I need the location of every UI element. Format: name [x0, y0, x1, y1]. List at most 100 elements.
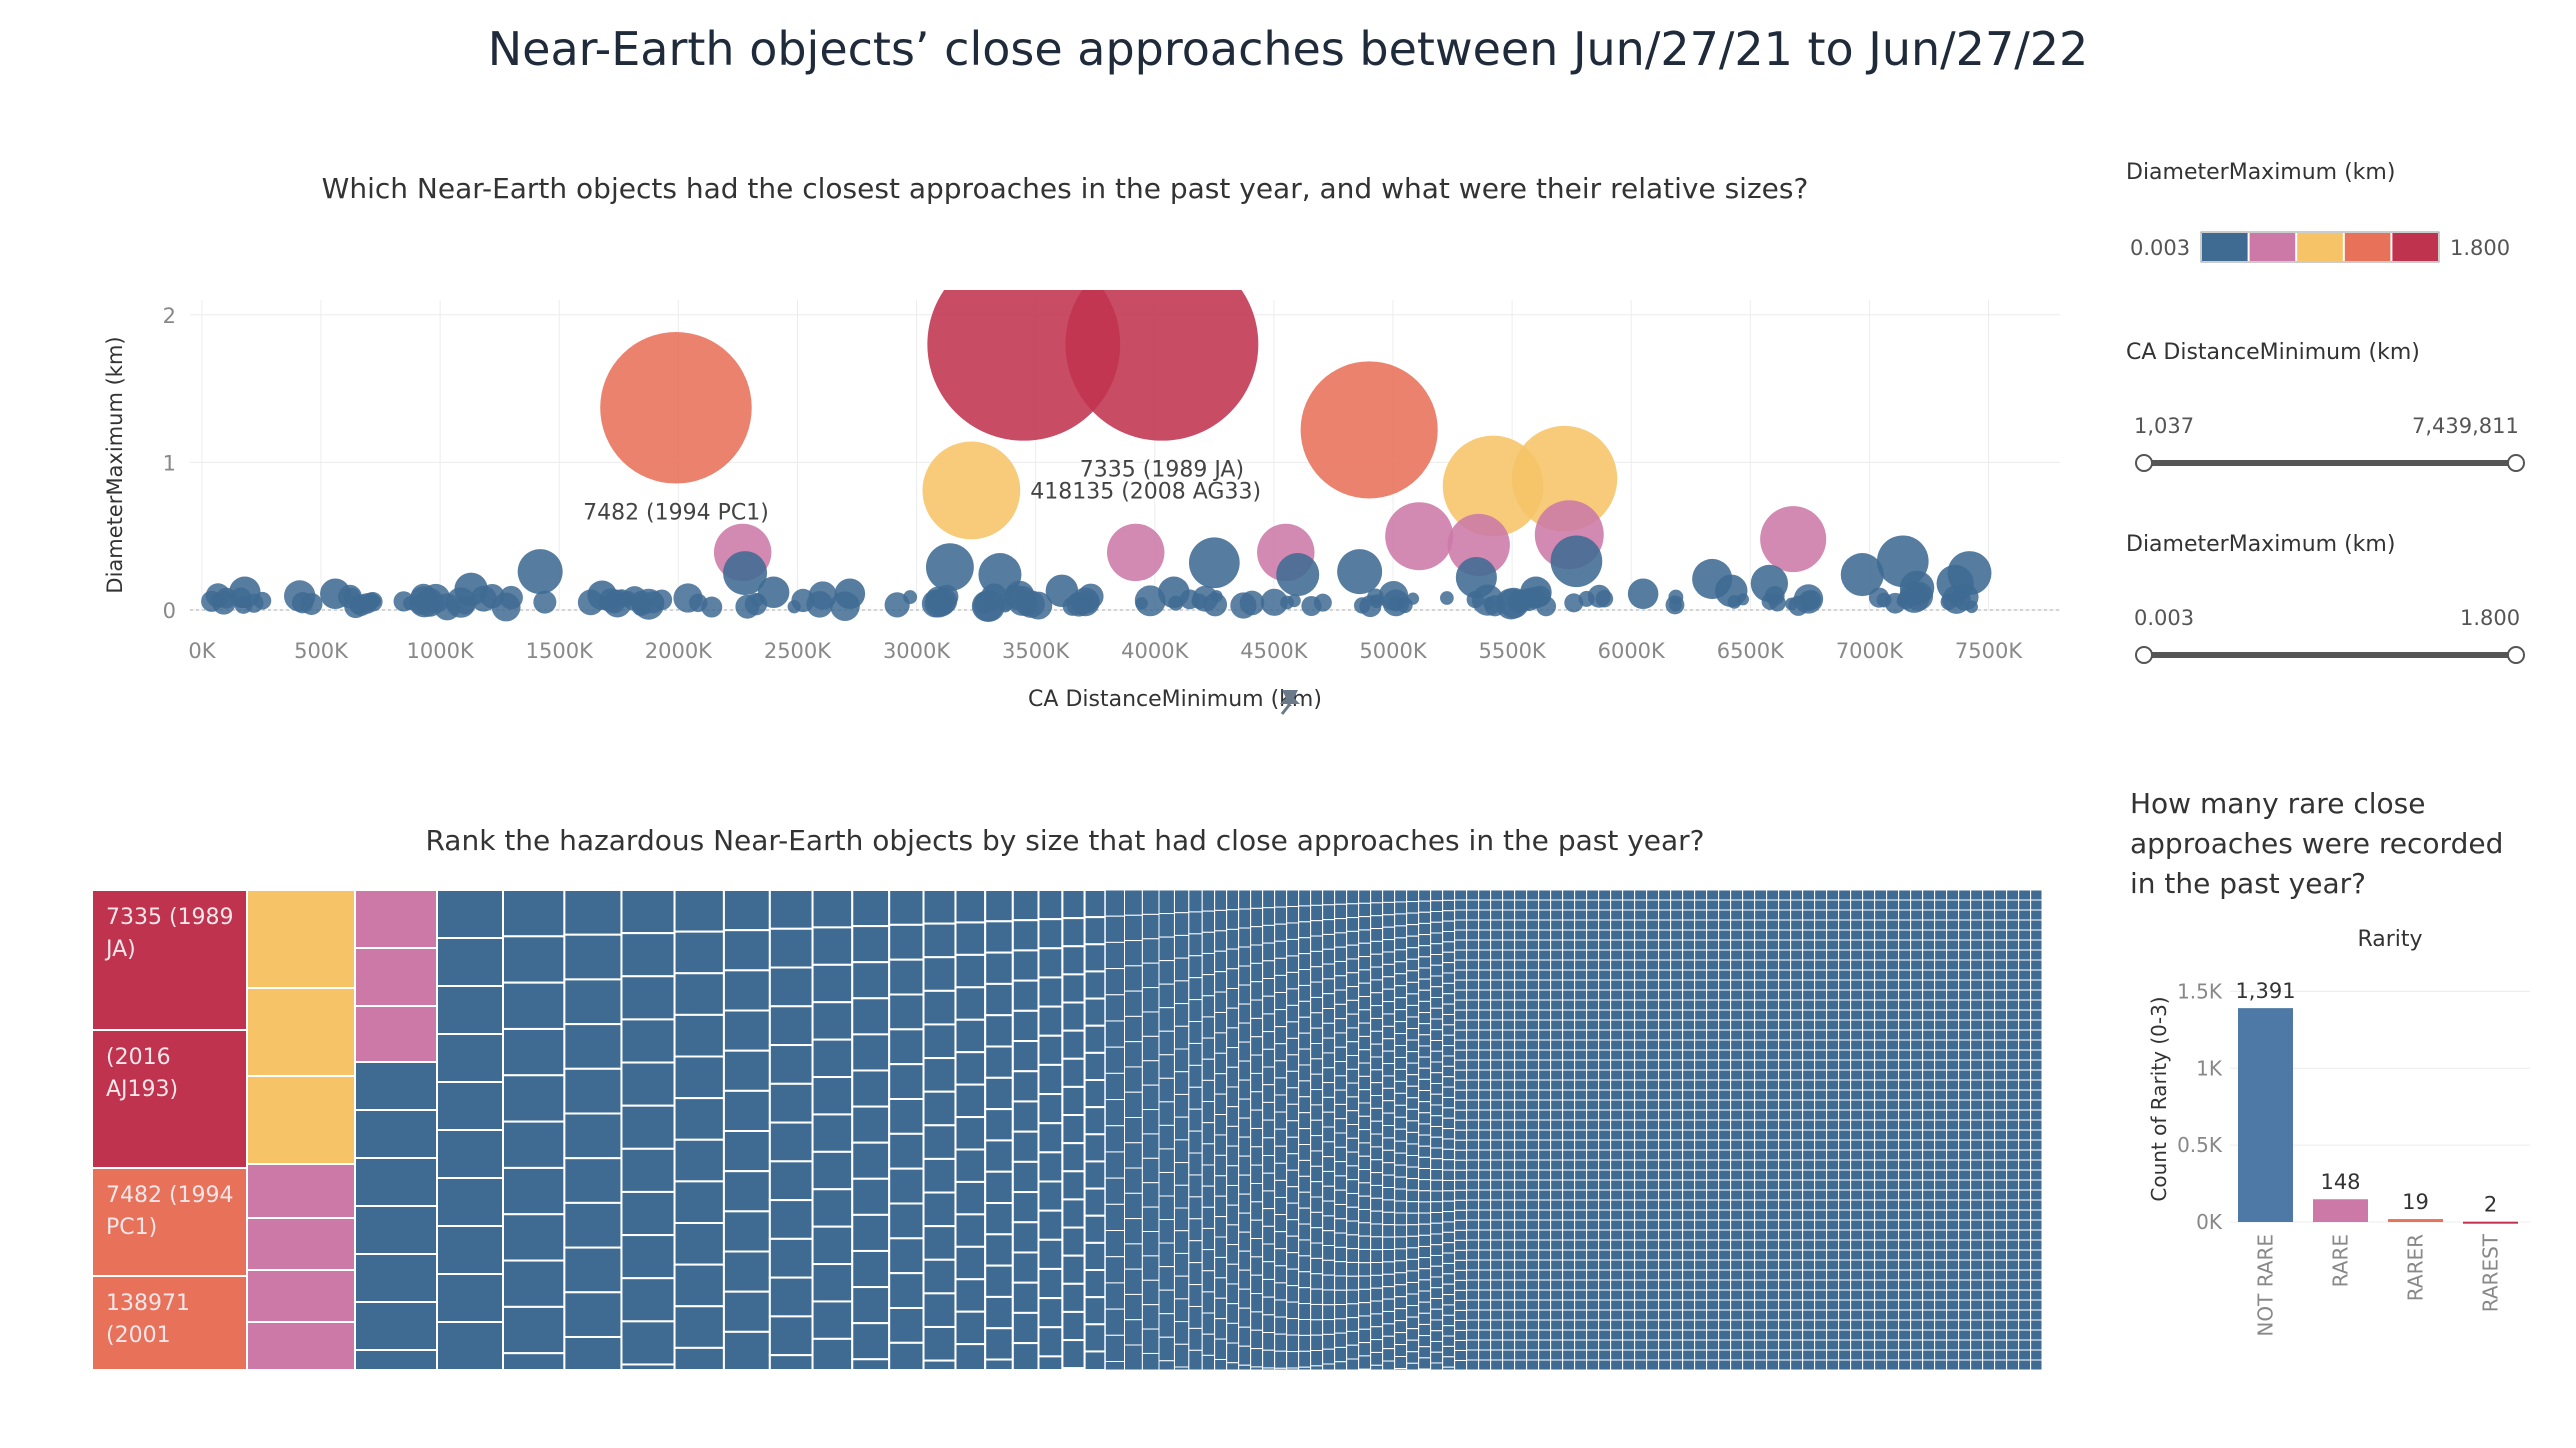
treemap-cell[interactable]	[1394, 1296, 1408, 1310]
treemap-cell[interactable]	[1850, 959, 1864, 971]
treemap-cell[interactable]	[1370, 992, 1384, 1007]
treemap-cell[interactable]	[1958, 1269, 1972, 1281]
treemap-cell[interactable]	[1706, 1209, 1720, 1221]
treemap-cell[interactable]	[1622, 890, 1636, 901]
treemap-cell[interactable]	[1406, 1004, 1420, 1018]
treemap-cell[interactable]	[1358, 929, 1372, 944]
treemap-cell[interactable]	[1718, 959, 1732, 971]
treemap-cell[interactable]	[1934, 939, 1948, 951]
treemap-cell[interactable]	[1562, 959, 1576, 971]
treemap-cell[interactable]	[1188, 1349, 1203, 1370]
treemap-cell[interactable]	[1610, 1069, 1624, 1081]
treemap-cell[interactable]	[1370, 915, 1384, 930]
treemap-cell[interactable]	[2018, 1319, 2032, 1331]
treemap-cell[interactable]	[1466, 1119, 1480, 1131]
treemap-cell[interactable]	[1706, 1159, 1720, 1171]
treemap-cell[interactable]	[1226, 1322, 1240, 1344]
treemap-cell[interactable]	[436, 890, 504, 939]
treemap-cell[interactable]	[888, 1097, 925, 1135]
treemap-cell[interactable]	[1958, 979, 1972, 991]
treemap-cell[interactable]	[811, 963, 854, 1004]
treemap-cell[interactable]	[984, 1264, 1014, 1298]
treemap-cell[interactable]	[1061, 1142, 1086, 1173]
treemap-cell[interactable]	[1694, 1069, 1708, 1081]
treemap-cell[interactable]	[1946, 1159, 1960, 1171]
treemap-cell[interactable]	[1874, 899, 1888, 911]
treemap-cell[interactable]	[1610, 1129, 1624, 1141]
treemap-cell[interactable]	[1538, 1239, 1552, 1251]
treemap-cell[interactable]	[1478, 1089, 1492, 1101]
treemap-cell[interactable]	[1970, 1169, 1984, 1181]
treemap-cell[interactable]	[1754, 1109, 1768, 1121]
treemap-cell[interactable]	[1514, 1259, 1528, 1271]
treemap-cell[interactable]	[1706, 1189, 1720, 1201]
treemap-cell[interactable]	[1742, 1259, 1756, 1271]
treemap-cell[interactable]	[1682, 1209, 1696, 1221]
treemap-cell[interactable]	[1706, 1029, 1720, 1041]
treemap-cell[interactable]	[1778, 1059, 1792, 1071]
treemap-cell[interactable]	[1406, 1028, 1420, 1041]
treemap-cell[interactable]	[1970, 1299, 1984, 1311]
treemap-cell[interactable]	[1514, 939, 1528, 951]
treemap-cell[interactable]	[1502, 1139, 1516, 1151]
treemap-cell[interactable]	[1173, 1116, 1190, 1141]
treemap-cell[interactable]	[984, 1045, 1014, 1079]
treemap-cell[interactable]	[1778, 969, 1792, 981]
treemap-cell[interactable]	[1104, 1256, 1126, 1284]
treemap-cell[interactable]	[1358, 1142, 1372, 1157]
treemap-cell[interactable]	[1490, 969, 1504, 981]
treemap-cell[interactable]	[1766, 1319, 1780, 1331]
treemap-cell[interactable]	[1478, 949, 1492, 961]
treemap-cell[interactable]	[1083, 1106, 1107, 1136]
treemap-cell[interactable]	[1514, 899, 1528, 911]
treemap-cell[interactable]	[1694, 1169, 1708, 1181]
treemap-cell[interactable]	[1706, 929, 1720, 941]
treemap-cell[interactable]	[1322, 904, 1336, 921]
treemap-cell[interactable]	[1598, 1309, 1612, 1321]
treemap-cell[interactable]	[1706, 1179, 1720, 1191]
treemap-cell[interactable]	[1910, 1329, 1924, 1341]
treemap-cell[interactable]	[1718, 1199, 1732, 1211]
treemap-cell[interactable]	[1814, 999, 1828, 1011]
treemap-cell[interactable]	[1061, 917, 1086, 948]
treemap-cell[interactable]	[1874, 1249, 1888, 1261]
treemap-cell[interactable]	[1826, 1199, 1840, 1211]
treemap-cell[interactable]	[1011, 1070, 1040, 1103]
treemap-cell[interactable]	[1394, 937, 1408, 951]
treemap-cell[interactable]	[1790, 1199, 1804, 1211]
treemap-cell[interactable]	[1982, 1069, 1996, 1081]
treemap-cell[interactable]	[1346, 1151, 1360, 1167]
treemap-cell[interactable]	[1970, 959, 1984, 971]
treemap-cell[interactable]	[1850, 1199, 1864, 1211]
treemap-cell[interactable]	[1694, 909, 1708, 921]
treemap-cell[interactable]	[1574, 1199, 1588, 1211]
treemap-cell[interactable]	[1406, 981, 1420, 995]
treemap-cell[interactable]	[1778, 1199, 1792, 1211]
treemap-cell[interactable]	[1358, 1275, 1372, 1290]
treemap-cell[interactable]	[1682, 1339, 1696, 1351]
treemap-cell[interactable]	[1382, 988, 1396, 1003]
treemap-cell[interactable]	[1946, 1149, 1960, 1161]
treemap-cell[interactable]	[1490, 909, 1504, 921]
treemap-cell[interactable]	[1188, 1021, 1203, 1044]
treemap-cell[interactable]	[1466, 1309, 1480, 1321]
treemap-cell[interactable]	[1910, 1109, 1924, 1121]
treemap-cell[interactable]	[1790, 1059, 1804, 1071]
treemap-cell[interactable]	[2030, 969, 2042, 981]
treemap-cell[interactable]	[1766, 1339, 1780, 1351]
treemap-cell[interactable]	[1514, 1279, 1528, 1291]
scatter-point[interactable]	[1455, 556, 1497, 599]
treemap-cell[interactable]	[2006, 1179, 2020, 1191]
treemap-cell[interactable]	[1634, 1219, 1648, 1231]
treemap-cell[interactable]	[1910, 1359, 1924, 1370]
treemap-cell[interactable]	[1694, 1299, 1708, 1311]
treemap-cell[interactable]	[1874, 1349, 1888, 1361]
treemap-cell[interactable]	[1173, 1071, 1190, 1095]
treemap-cell[interactable]	[1730, 1069, 1744, 1081]
treemap-cell[interactable]	[954, 953, 987, 989]
treemap-cell[interactable]	[1490, 1359, 1504, 1370]
treemap-cell[interactable]	[1011, 1100, 1040, 1133]
treemap-cell[interactable]	[1478, 1139, 1492, 1151]
treemap-cell[interactable]	[1310, 1257, 1324, 1275]
treemap-cell[interactable]	[1742, 999, 1756, 1011]
